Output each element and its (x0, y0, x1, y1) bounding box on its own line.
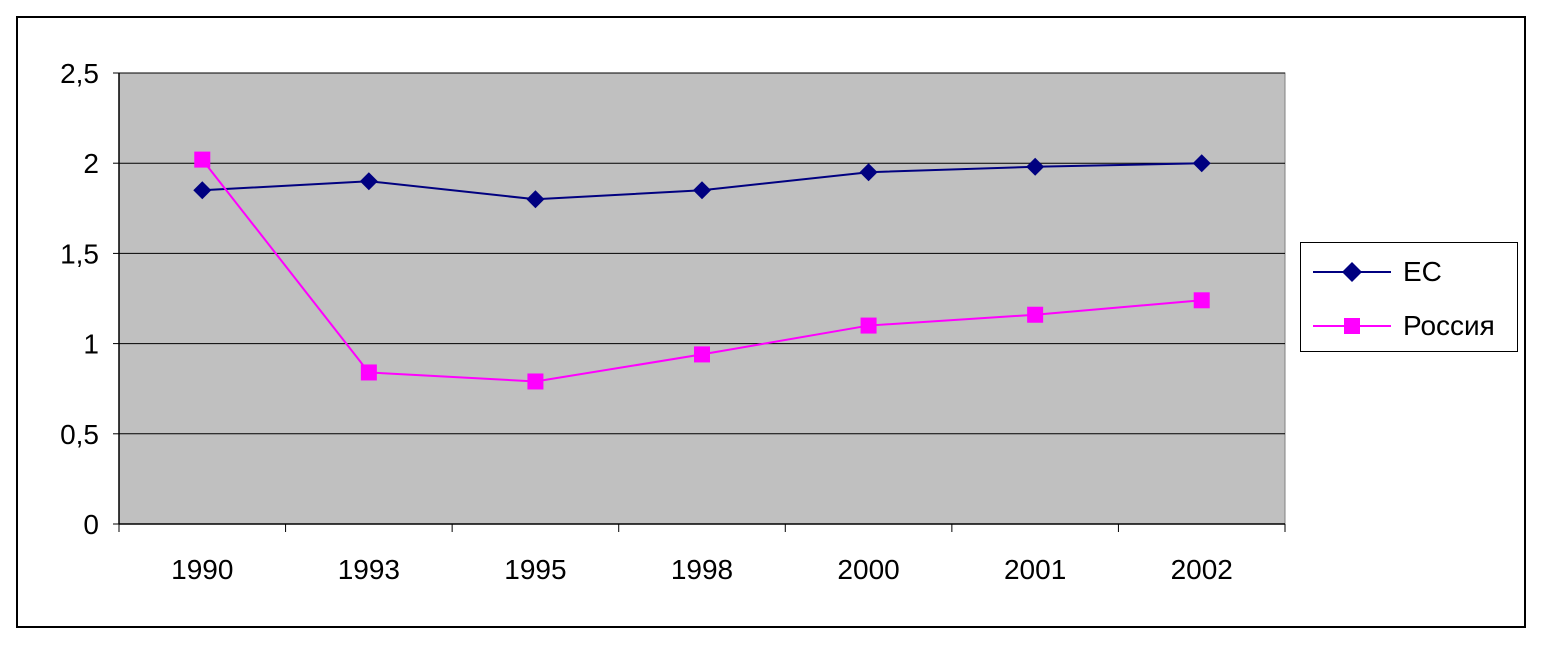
x-tick-label: 2002 (1171, 554, 1233, 585)
plot-area (118, 72, 1286, 525)
y-tick-label: 2 (83, 148, 99, 179)
y-tick-label: 0,5 (60, 419, 99, 450)
legend: ЕС Россия (1300, 242, 1518, 352)
y-tick-label: 2,5 (60, 58, 99, 89)
data-point-russia (860, 317, 877, 334)
data-point-eu (1026, 157, 1045, 176)
x-tick-label: 2000 (837, 554, 899, 585)
legend-label-eu: ЕС (1403, 256, 1442, 287)
data-point-eu (526, 190, 545, 209)
data-point-eu (859, 163, 878, 182)
data-point-eu (193, 181, 212, 200)
gridlines (119, 72, 1285, 435)
data-point-russia (1027, 306, 1044, 323)
legend-label-russia: Россия (1403, 310, 1495, 341)
y-tick-label: 1 (83, 329, 99, 360)
legend-item-eu: ЕС (1311, 257, 1511, 287)
y-tick-label: 1,5 (60, 238, 99, 269)
x-tick-label: 1993 (338, 554, 400, 585)
data-point-eu (1192, 154, 1211, 173)
data-point-russia (694, 346, 710, 363)
data-point-russia (360, 364, 377, 381)
legend-swatch-russia (1313, 318, 1391, 334)
x-tick-label: 1995 (504, 554, 566, 585)
x-tick-label: 1998 (671, 554, 733, 585)
y-tick-label: 0 (83, 509, 99, 540)
legend-item-russia: Россия (1311, 311, 1511, 341)
data-point-russia (527, 373, 544, 390)
series-layer (193, 151, 1211, 390)
legend-swatch-eu (1313, 262, 1391, 282)
x-tick-label: 1990 (171, 554, 233, 585)
x-tick-label: 2001 (1004, 554, 1066, 585)
data-point-russia (1193, 292, 1210, 309)
data-point-eu (359, 172, 378, 191)
data-point-russia (194, 151, 211, 168)
data-point-eu (693, 181, 711, 200)
axes: 0 0,5 1 1,5 2 2,5 1990 1993 1995 1998 2000 2001 2002 (60, 58, 1286, 585)
